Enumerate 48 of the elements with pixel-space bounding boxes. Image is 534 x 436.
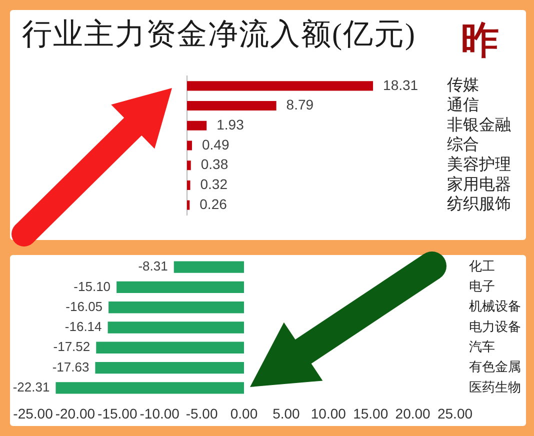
x-tick-label: -25.00 — [13, 405, 54, 422]
data-label: -15.10 — [74, 278, 111, 294]
bar — [187, 160, 191, 170]
bar — [187, 101, 276, 111]
y-tick-label: 传媒 — [447, 75, 479, 94]
y-tick-label: 机械设备 — [469, 300, 521, 315]
data-label: 1.93 — [216, 116, 244, 132]
bar — [187, 120, 207, 130]
data-label: -17.63 — [52, 359, 90, 374]
bar — [187, 81, 374, 91]
y-tick-label: 美容护理 — [447, 154, 511, 174]
data-label: 0.32 — [200, 176, 228, 192]
y-tick-label: 化工 — [469, 259, 495, 274]
x-tick-label: 10.00 — [310, 405, 346, 422]
x-tick-label: 5.00 — [272, 405, 300, 422]
y-tick-label: 电力设备 — [469, 320, 521, 335]
y-tick-label: 纺织服饰 — [447, 194, 511, 214]
x-tick-label: 25.00 — [437, 405, 473, 422]
y-tick-label: 家用电器 — [447, 174, 511, 194]
x-tick-label: 20.00 — [395, 405, 431, 422]
text: 昨 — [461, 18, 499, 62]
data-label: -8.31 — [138, 258, 168, 274]
y-tick-label: 综合 — [447, 134, 479, 154]
data-label: -17.52 — [53, 339, 90, 354]
data-label: 0.38 — [200, 156, 228, 172]
data-label: 18.31 — [383, 76, 418, 93]
bar — [187, 200, 190, 210]
x-tick-label: -15.00 — [98, 405, 138, 422]
y-tick-label: 通信 — [447, 94, 479, 114]
bar — [187, 180, 190, 190]
x-tick-label: 0.00 — [230, 405, 258, 422]
data-label: 0.49 — [202, 136, 230, 152]
data-label: -16.05 — [66, 298, 103, 314]
y-tick-label: 电子 — [469, 280, 495, 295]
x-tick-label: -10.00 — [140, 405, 180, 422]
data-label: -22.31 — [12, 380, 50, 395]
y-tick-label: 非银金融 — [447, 114, 511, 134]
y-tick-label: 有色金属 — [469, 360, 521, 376]
x-tick-label: -5.00 — [186, 405, 218, 422]
y-tick-label: 医药生物 — [469, 380, 521, 396]
chart-title: 行业主力资金净流入额(亿元) — [22, 18, 416, 52]
data-label: 8.79 — [286, 96, 314, 113]
x-tick-label: -20.00 — [55, 405, 96, 422]
y-tick-label: 汽车 — [469, 340, 495, 356]
data-label: 0.26 — [200, 196, 228, 212]
bar — [187, 140, 192, 150]
x-tick-label: 15.00 — [353, 405, 388, 422]
data-label: -16.14 — [64, 319, 102, 334]
